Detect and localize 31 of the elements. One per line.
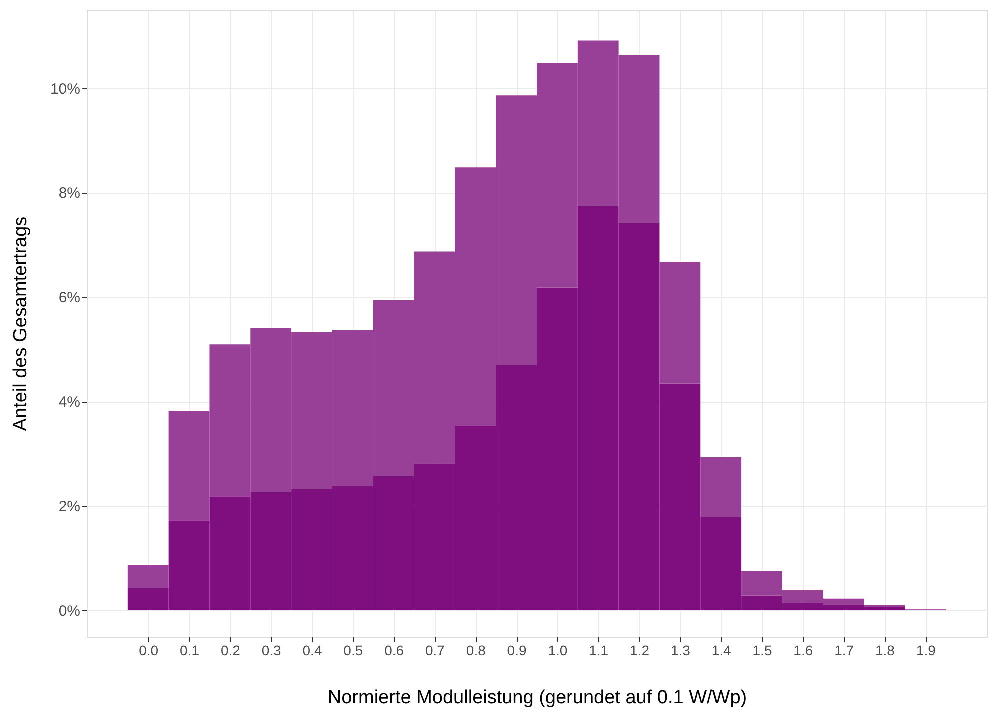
x-tick-label: 1.7: [834, 642, 854, 658]
bar: [660, 262, 701, 384]
x-tick-label: 1.2: [630, 642, 650, 658]
x-tick-label: 1.6: [794, 642, 814, 658]
x-tick-label: 0.2: [220, 642, 241, 658]
y-tick-label: 10%: [50, 80, 80, 98]
y-tick-label: 8%: [58, 185, 80, 202]
x-tick-label: 1.8: [875, 642, 896, 658]
x-tick-label: 1.0: [548, 642, 568, 658]
x-tick-label: 1.5: [752, 642, 772, 658]
bar: [128, 564, 169, 588]
x-tick-label: 1.4: [712, 642, 732, 658]
x-tick-label: 1.1: [589, 642, 609, 658]
y-axis-title: Anteil des Gesamtertrags: [10, 216, 32, 432]
x-tick-label: 0.1: [180, 642, 200, 658]
y-tick-label: 4%: [58, 394, 80, 412]
x-tick-label: 0.6: [384, 642, 404, 658]
x-tick-label: 0.8: [466, 642, 486, 658]
y-tick-label: 2%: [58, 498, 80, 516]
x-axis-title: Normierte Modulleistung (gerundet auf 0.1 W/Wp): [328, 688, 748, 708]
x-tick-label: 0.4: [302, 642, 322, 658]
x-tick-label: 0.9: [507, 642, 527, 658]
y-tick-label: 6%: [58, 290, 80, 307]
x-tick-label: 1.3: [670, 642, 691, 658]
x-tick-label: 0.3: [262, 642, 282, 658]
y-tick-label: 0%: [58, 602, 80, 620]
x-tick-label: 0.5: [344, 642, 364, 658]
bar: [700, 457, 742, 518]
x-tick-label: 0.0: [139, 642, 159, 658]
x-tick-label: 1.9: [916, 642, 936, 658]
x-tick-label: 0.7: [425, 642, 446, 658]
